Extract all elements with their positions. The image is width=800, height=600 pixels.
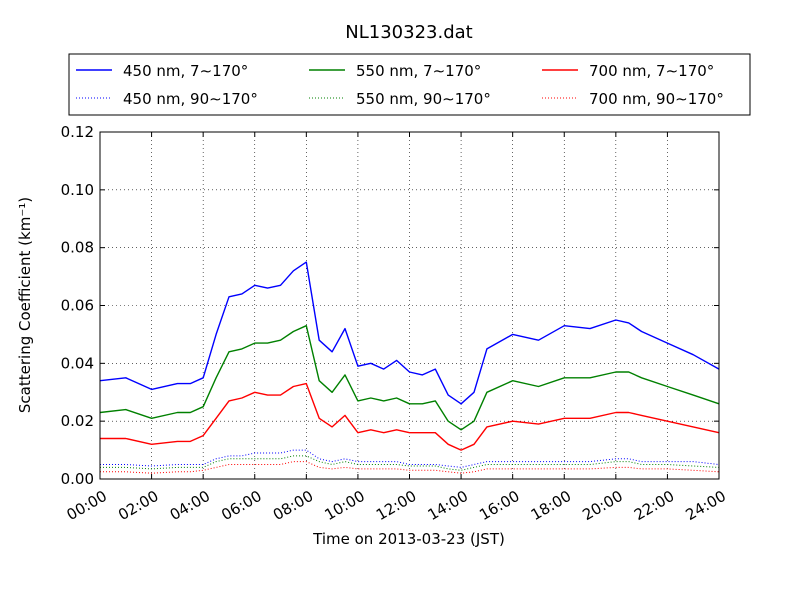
series-line-0: [99, 261, 720, 405]
chart-title: NL130323.dat: [345, 22, 472, 43]
x-tick-label: 00:00: [64, 487, 110, 524]
legend-label-5: 700 nm, 90∼170°: [589, 90, 724, 108]
y-tick-label: 0.08: [61, 239, 94, 257]
x-tick-label: 08:00: [270, 487, 316, 524]
x-tick-label: 20:00: [579, 487, 625, 524]
series-layer: [99, 261, 720, 474]
y-tick-label: 0.10: [61, 181, 94, 199]
series-line-2: [100, 382, 720, 451]
legend-label-0: 450 nm, 7∼170°: [123, 62, 248, 80]
grid: [100, 132, 719, 479]
y-tick-label: 0.00: [61, 470, 94, 488]
legend-label-3: 450 nm, 90∼170°: [123, 90, 258, 108]
x-tick-label: 22:00: [631, 487, 677, 524]
series-line-5: [100, 461, 720, 474]
y-tick-label: 0.02: [61, 412, 94, 430]
legend-label-2: 700 nm, 7∼170°: [589, 62, 714, 80]
x-tick-label: 04:00: [167, 487, 213, 524]
x-tick-label: 18:00: [528, 487, 574, 524]
series-line-1: [99, 325, 720, 431]
x-tick-label: 16:00: [476, 487, 522, 524]
x-tick-label: 12:00: [373, 487, 419, 524]
x-axis-label: Time on 2013-03-23 (JST): [312, 530, 505, 548]
x-tick-label: 10:00: [321, 487, 367, 524]
y-axis-label: Scattering Coefficient (km⁻¹): [16, 197, 34, 413]
legend: 450 nm, 7∼170° 550 nm, 7∼170° 700 nm, 7∼17…: [68, 53, 751, 116]
x-tick-label: 24:00: [683, 487, 729, 524]
legend-label-1: 550 nm, 7∼170°: [356, 62, 481, 80]
x-tick-label: 06:00: [218, 487, 264, 524]
y-tick-label: 0.06: [61, 297, 94, 315]
series-line-3: [100, 449, 720, 468]
x-tick-label: 14:00: [425, 487, 471, 524]
y-tick-label: 0.12: [61, 123, 94, 141]
y-tick-label: 0.04: [61, 354, 94, 372]
legend-box: [68, 53, 751, 116]
legend-label-4: 550 nm, 90∼170°: [356, 90, 491, 108]
x-tick-label: 02:00: [115, 487, 161, 524]
